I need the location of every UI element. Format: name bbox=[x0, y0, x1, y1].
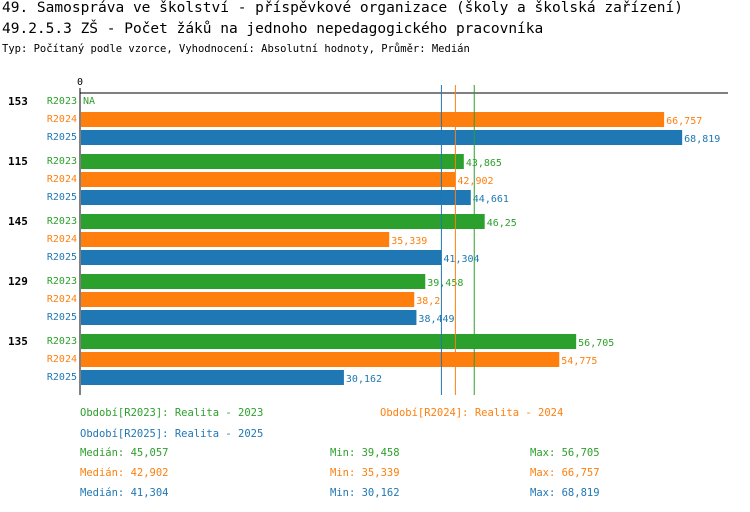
legend-r2025: Období[R2025]: Realita - 2025 bbox=[80, 428, 264, 440]
category-label-153: 153 bbox=[8, 95, 28, 108]
category-label-135: 135 bbox=[8, 335, 28, 348]
bar-r2024 bbox=[81, 232, 390, 247]
bar-r2024 bbox=[81, 292, 415, 307]
series-label-r2023: R2023 bbox=[47, 336, 77, 347]
chart-type-info: Typ: Počítaný podle vzorce, Vyhodnocení:… bbox=[2, 43, 470, 55]
bar-value-label: 42,902 bbox=[457, 176, 493, 187]
stat-median-r2024: Medián: 42,902 bbox=[80, 467, 169, 479]
series-label-r2023: R2023 bbox=[47, 96, 77, 107]
bar-value-label: 46,25 bbox=[487, 218, 517, 229]
chart-subtitle: 49.2.5.3 ZŠ - Počet žáků na jednoho nepe… bbox=[2, 21, 544, 37]
series-label-r2025: R2025 bbox=[47, 132, 77, 143]
bar-r2025 bbox=[81, 250, 442, 265]
bar-value-label: NA bbox=[83, 96, 95, 107]
series-label-r2025: R2025 bbox=[47, 192, 77, 203]
bar-value-label: 39,458 bbox=[427, 278, 463, 289]
bar-value-label: 66,757 bbox=[666, 116, 702, 127]
stat-min-r2024: Min: 35,339 bbox=[330, 467, 400, 479]
stat-max-r2025: Max: 68,819 bbox=[530, 487, 600, 499]
bar-r2025 bbox=[81, 370, 344, 385]
stat-min-r2023: Min: 39,458 bbox=[330, 447, 400, 459]
bar-r2024 bbox=[81, 112, 665, 127]
bar-r2024 bbox=[81, 352, 560, 367]
category-label-129: 129 bbox=[8, 275, 28, 288]
stat-min-r2025: Min: 30,162 bbox=[330, 487, 400, 499]
bar-r2025 bbox=[81, 310, 417, 325]
bar-value-label: 30,162 bbox=[346, 374, 382, 385]
bar-r2025 bbox=[81, 130, 683, 145]
bar-r2025 bbox=[81, 190, 471, 205]
series-label-r2023: R2023 bbox=[47, 216, 77, 227]
category-label-115: 115 bbox=[8, 155, 28, 168]
bar-value-label: 54,775 bbox=[561, 356, 597, 367]
bar-value-label: 44,661 bbox=[473, 194, 509, 205]
stat-max-r2024: Max: 66,757 bbox=[530, 467, 600, 479]
stat-max-r2023: Max: 56,705 bbox=[530, 447, 600, 459]
bar-value-label: 38,2 bbox=[416, 296, 440, 307]
stat-median-r2023: Medián: 45,057 bbox=[80, 447, 169, 459]
series-label-r2024: R2024 bbox=[47, 234, 77, 245]
bar-value-label: 56,705 bbox=[578, 338, 614, 349]
bar-value-label: 68,819 bbox=[684, 134, 720, 145]
bar-chart: 0 153 R2023 NA R2024 66,757 R2025 68,819 115 R202… bbox=[8, 77, 728, 395]
bar-r2024 bbox=[81, 172, 456, 187]
bar-r2023 bbox=[81, 154, 464, 169]
series-label-r2023: R2023 bbox=[47, 156, 77, 167]
series-label-r2025: R2025 bbox=[47, 252, 77, 263]
bar-value-label: 43,865 bbox=[466, 158, 502, 169]
bar-r2023 bbox=[81, 274, 426, 289]
bar-value-label: 35,339 bbox=[391, 236, 427, 247]
legend-r2023: Období[R2023]: Realita - 2023 bbox=[80, 407, 264, 419]
series-label-r2025: R2025 bbox=[47, 372, 77, 383]
series-label-r2024: R2024 bbox=[47, 114, 77, 125]
x-axis-zero-label: 0 bbox=[77, 77, 83, 88]
bar-value-label: 38,449 bbox=[418, 314, 454, 325]
chart-title: 49. Samospráva ve školství - příspěvkové… bbox=[2, 0, 683, 16]
bar-r2023 bbox=[81, 214, 485, 229]
category-label-145: 145 bbox=[8, 215, 28, 228]
stat-median-r2025: Medián: 41,304 bbox=[80, 487, 169, 499]
bar-r2023 bbox=[81, 334, 577, 349]
series-label-r2024: R2024 bbox=[47, 174, 77, 185]
series-label-r2024: R2024 bbox=[47, 354, 77, 365]
series-label-r2023: R2023 bbox=[47, 276, 77, 287]
series-label-r2024: R2024 bbox=[47, 294, 77, 305]
legend-r2024: Období[R2024]: Realita - 2024 bbox=[380, 407, 564, 419]
bar-value-label: 41,304 bbox=[443, 254, 479, 265]
series-label-r2025: R2025 bbox=[47, 312, 77, 323]
